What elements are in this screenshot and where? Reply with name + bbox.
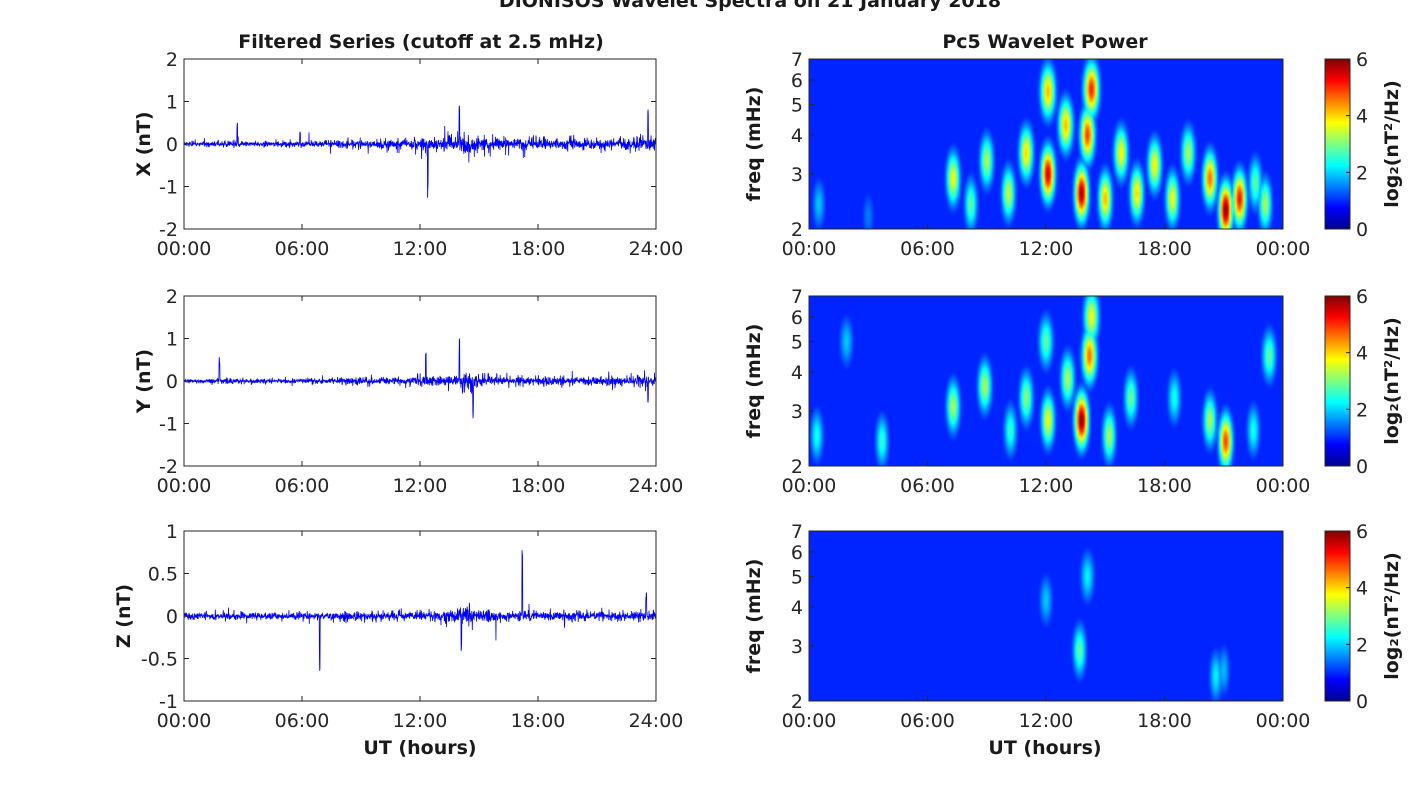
- heatmap-xtick-label: 18:00: [1137, 238, 1192, 260]
- heatmap-ylabel: freq (mHz): [743, 324, 765, 439]
- series-ytick-label: 0: [166, 606, 178, 628]
- series-xtick-label: 18:00: [511, 710, 566, 732]
- heatmap-ytick-label: 4: [791, 125, 803, 147]
- series-xtick-label: 06:00: [275, 475, 330, 497]
- left-column-title: Filtered Series (cutoff at 2.5 mHz): [238, 31, 604, 53]
- heatmap-xtick-label: 06:00: [900, 475, 955, 497]
- xlabel-right: UT (hours): [988, 737, 1101, 759]
- heatmap-xtick-label: 06:00: [900, 238, 955, 260]
- series-ytick-label: 0: [166, 134, 178, 156]
- heatmap-ytick-label: 2: [791, 219, 803, 241]
- heatmap-xtick-label: 00:00: [1256, 710, 1311, 732]
- series-trace-z: [183, 550, 657, 671]
- heatmap-ytick-label: 6: [791, 307, 803, 329]
- right-column-title: Pc5 Wavelet Power: [942, 31, 1148, 53]
- heatmap-ytick-label: 5: [791, 332, 803, 354]
- series-ylabel: Y (nT): [133, 349, 155, 414]
- series-ytick-label: -1: [159, 414, 178, 436]
- series-xtick-label: 18:00: [511, 238, 566, 260]
- series-ytick-label: 0: [166, 371, 178, 393]
- colorbar-label: log₂(nT²/Hz): [1381, 317, 1403, 445]
- series-xtick-label: 06:00: [275, 238, 330, 260]
- colorbar-tick-label: 2: [1356, 399, 1368, 421]
- colorbar-tick-label: 0: [1356, 219, 1368, 241]
- series-ytick-label: 0.5: [148, 564, 178, 586]
- series-trace-y: [183, 338, 657, 419]
- heatmap-ytick-label: 5: [791, 95, 803, 117]
- colorbar-tick-label: 4: [1356, 578, 1368, 600]
- xlabel-left: UT (hours): [363, 737, 476, 759]
- series-ytick-label: 1: [166, 521, 178, 543]
- series-ytick-label: -1: [159, 177, 178, 199]
- colorbar-tick-label: 0: [1356, 456, 1368, 478]
- heatmap-xtick-label: 00:00: [782, 238, 837, 260]
- colorbar-tick-label: 6: [1356, 286, 1368, 308]
- figure-title: DIONISOS Wavelet Spectra on 21 January 2…: [499, 0, 1001, 12]
- heatmap-ytick-label: 4: [791, 597, 803, 619]
- heatmap-xtick-label: 18:00: [1137, 475, 1192, 497]
- heatmap-xtick-label: 00:00: [1256, 238, 1311, 260]
- series-ytick-label: 2: [166, 49, 178, 71]
- heatmap-ytick-label: 6: [791, 70, 803, 92]
- colorbar-label: log₂(nT²/Hz): [1381, 552, 1403, 680]
- series-ytick-label: 1: [166, 329, 178, 351]
- series-xtick-label: 12:00: [393, 710, 448, 732]
- series-xtick-label: 24:00: [629, 710, 684, 732]
- colorbar-tick-label: 0: [1356, 691, 1368, 713]
- heatmap-ytick-label: 5: [791, 567, 803, 589]
- series-ytick-label: -0.5: [141, 649, 178, 671]
- series-xtick-label: 12:00: [393, 475, 448, 497]
- heatmap-xtick-label: 00:00: [782, 475, 837, 497]
- colorbar: [1324, 58, 1351, 230]
- wavelet-heatmap-z: [809, 531, 1283, 701]
- heatmap-ytick-label: 3: [791, 164, 803, 186]
- series-xtick-label: 06:00: [275, 710, 330, 732]
- heatmap-xtick-label: 00:00: [782, 710, 837, 732]
- colorbar: [1324, 295, 1351, 467]
- colorbar-label: log₂(nT²/Hz): [1381, 80, 1403, 208]
- heatmap-ylabel: freq (mHz): [743, 87, 765, 202]
- series-xtick-label: 24:00: [629, 475, 684, 497]
- series-xtick-label: 12:00: [393, 238, 448, 260]
- series-trace-x: [183, 105, 657, 198]
- series-ytick-label: -1: [159, 691, 178, 713]
- heatmap-xtick-label: 18:00: [1137, 710, 1192, 732]
- heatmap-ytick-label: 3: [791, 401, 803, 423]
- heatmap-xtick-label: 12:00: [1019, 238, 1074, 260]
- series-xtick-label: 00:00: [157, 475, 212, 497]
- heatmap-ytick-label: 7: [791, 286, 803, 308]
- heatmap-xtick-label: 12:00: [1019, 475, 1074, 497]
- wavelet-heatmap-y: [809, 296, 1283, 466]
- series-ylabel: Z (nT): [113, 584, 135, 648]
- heatmap-ytick-label: 4: [791, 362, 803, 384]
- heatmap-ytick-label: 2: [791, 691, 803, 713]
- colorbar-tick-label: 6: [1356, 49, 1368, 71]
- heatmap-ytick-label: 7: [791, 49, 803, 71]
- heatmap-xtick-label: 00:00: [1256, 475, 1311, 497]
- heatmap-ytick-label: 6: [791, 542, 803, 564]
- heatmap-ylabel: freq (mHz): [743, 559, 765, 674]
- heatmap-ytick-label: 7: [791, 521, 803, 543]
- series-ytick-label: 1: [166, 92, 178, 114]
- heatmap-xtick-label: 06:00: [900, 710, 955, 732]
- colorbar-tick-label: 2: [1356, 162, 1368, 184]
- series-ytick-label: -2: [159, 456, 178, 478]
- series-ytick-label: 2: [166, 286, 178, 308]
- series-xtick-label: 00:00: [157, 710, 212, 732]
- heatmap-ytick-label: 3: [791, 636, 803, 658]
- colorbar-tick-label: 4: [1356, 343, 1368, 365]
- series-ylabel: X (nT): [133, 111, 155, 176]
- series-ytick-label: -2: [159, 219, 178, 241]
- colorbar-tick-label: 2: [1356, 634, 1368, 656]
- colorbar: [1324, 530, 1351, 702]
- colorbar-tick-label: 4: [1356, 106, 1368, 128]
- series-xtick-label: 24:00: [629, 238, 684, 260]
- series-xtick-label: 00:00: [157, 238, 212, 260]
- series-xtick-label: 18:00: [511, 475, 566, 497]
- wavelet-heatmap-x: [809, 59, 1283, 229]
- heatmap-ytick-label: 2: [791, 456, 803, 478]
- heatmap-xtick-label: 12:00: [1019, 710, 1074, 732]
- colorbar-tick-label: 6: [1356, 521, 1368, 543]
